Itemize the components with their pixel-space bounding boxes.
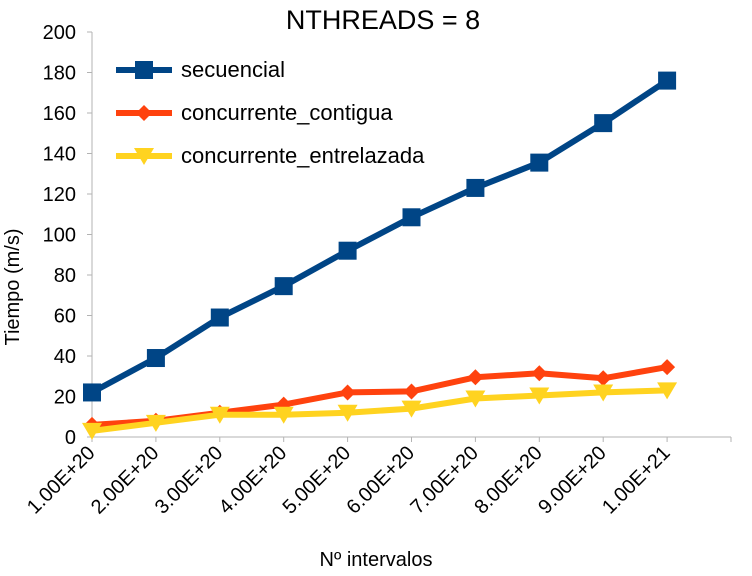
x-tick-label: 8.00E+20: [470, 442, 547, 519]
y-tick-label: 80: [54, 265, 76, 287]
y-tick-label: 100: [43, 225, 76, 247]
legend-marker-concurrente-entrelazada: [134, 148, 154, 165]
data-point-secuencial: [658, 71, 677, 90]
legend-entry-concurrente-entrelazada: concurrente_entrelazada: [116, 143, 425, 168]
legend-label-concurrente-contigua: concurrente_contigua: [181, 100, 393, 125]
legend-label-secuencial: secuencial: [181, 57, 285, 82]
legend-entry-concurrente-contigua: concurrente_contigua: [116, 100, 393, 125]
data-point-concurrente-contigua: [339, 384, 356, 401]
chart-title: NTHREADS = 8: [286, 5, 480, 35]
x-tick-label: 2.00E+20: [87, 442, 164, 519]
data-point-concurrente-entrelazada: [529, 387, 550, 405]
x-axis-label: Nº intervalos: [320, 549, 433, 571]
x-tick-label: 3.00E+20: [151, 442, 228, 519]
data-point-concurrente-entrelazada: [657, 382, 678, 400]
y-tick-label: 180: [43, 63, 76, 85]
y-axis: 0 20 40 60 80 100 120 140 160 180 200: [43, 22, 93, 449]
x-tick-label: 5.00E+20: [279, 442, 356, 519]
data-point-secuencial: [274, 277, 293, 296]
series-layer: [82, 71, 678, 440]
data-point-secuencial: [146, 349, 165, 368]
data-point-secuencial: [402, 208, 421, 227]
y-tick-label: 40: [54, 346, 76, 368]
data-point-concurrente-entrelazada: [465, 390, 486, 408]
y-tick-label: 160: [43, 103, 76, 125]
data-point-secuencial: [210, 308, 229, 327]
x-tick-label: 1.00E+20: [23, 442, 100, 519]
data-point-secuencial: [83, 383, 101, 402]
data-point-concurrente-entrelazada: [593, 384, 614, 402]
y-tick-label: 140: [43, 144, 76, 166]
data-point-concurrente-entrelazada: [401, 400, 422, 418]
data-point-concurrente-contigua: [467, 369, 484, 386]
data-point-secuencial: [530, 153, 549, 172]
data-point-secuencial: [338, 241, 357, 260]
legend-marker-concurrente-contigua: [136, 105, 152, 121]
data-point-concurrente-contigua: [659, 359, 676, 376]
data-point-concurrente-contigua: [531, 365, 548, 382]
data-point-concurrente-contigua: [403, 383, 420, 400]
data-point-secuencial: [594, 114, 613, 133]
x-tick-label: 1.00E+21: [598, 442, 675, 519]
legend: secuencial concurrente_contigua concurrent…: [116, 57, 425, 168]
x-tick-label: 9.00E+20: [534, 442, 611, 519]
y-tick-label: 120: [43, 184, 76, 206]
y-tick-label: 0: [65, 427, 76, 449]
data-point-concurrente-entrelazada: [337, 404, 358, 422]
x-tick-label: 6.00E+20: [343, 442, 420, 519]
data-point-concurrente-entrelazada: [82, 422, 102, 440]
y-tick-label: 20: [54, 387, 76, 409]
legend-marker-secuencial: [135, 61, 153, 79]
data-point-concurrente-entrelazada: [209, 406, 230, 424]
legend-entry-secuencial: secuencial: [116, 57, 285, 82]
series-line-secuencial: [89, 77, 671, 396]
data-point-concurrente-entrelazada: [273, 406, 294, 424]
series-secuencial: [83, 71, 677, 402]
series-concurrente-entrelazada: [82, 382, 678, 440]
data-point-secuencial: [466, 178, 485, 197]
y-tick-label: 60: [54, 306, 76, 328]
y-axis-label: Tiempo (m/s): [2, 228, 24, 345]
legend-label-concurrente-entrelazada: concurrente_entrelazada: [181, 143, 425, 168]
data-point-concurrente-entrelazada: [145, 414, 166, 432]
x-tick-label: 4.00E+20: [215, 442, 292, 519]
x-tick-label: 7.00E+20: [406, 442, 483, 519]
data-point-concurrente-contigua: [595, 370, 612, 387]
x-axis: 1.00E+202.00E+203.00E+204.00E+205.00E+20…: [23, 436, 732, 519]
y-tick-label: 200: [43, 22, 76, 44]
series-line-concurrente-entrelazada: [89, 387, 671, 434]
